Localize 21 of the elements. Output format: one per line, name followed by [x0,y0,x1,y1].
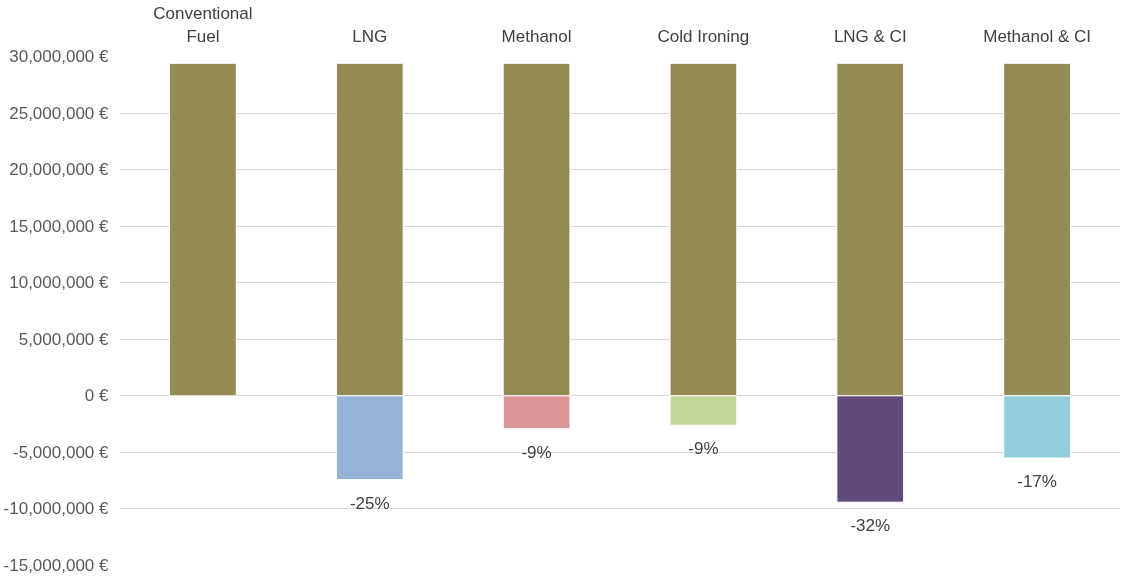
annotation: -25% [349,493,390,513]
x-tick-label: LNG [352,26,388,46]
y-tick-label: 20,000,000 € [9,160,110,180]
annotation: -17% [1017,472,1057,492]
annotation: -9% [688,439,719,459]
y-tick-label: 25,000,000 € [9,103,110,123]
x-tick-label: Methanol [501,26,572,46]
y-tick-label: 10,000,000 € [9,273,110,293]
x-tick-label: Conventional Fuel [153,3,253,46]
y-tick-label: -10,000,000 € [3,499,110,519]
annotation: -9% [521,442,552,462]
x-tick-label: LNG & CI [833,26,907,46]
y-tick-label: 15,000,000 € [9,216,110,236]
y-tick-label: -15,000,000 € [3,556,110,575]
x-tick-label: Methanol & CI [983,26,1091,46]
annotation: -32% [850,516,891,536]
x-tick-label: Cold Ironing [657,26,750,46]
y-tick-label: 5,000,000 € [18,329,110,349]
y-tick-label: 0 € [84,386,110,406]
y-tick-label: -5,000,000 € [13,442,110,462]
y-tick-label: 30,000,000 € [9,47,110,66]
